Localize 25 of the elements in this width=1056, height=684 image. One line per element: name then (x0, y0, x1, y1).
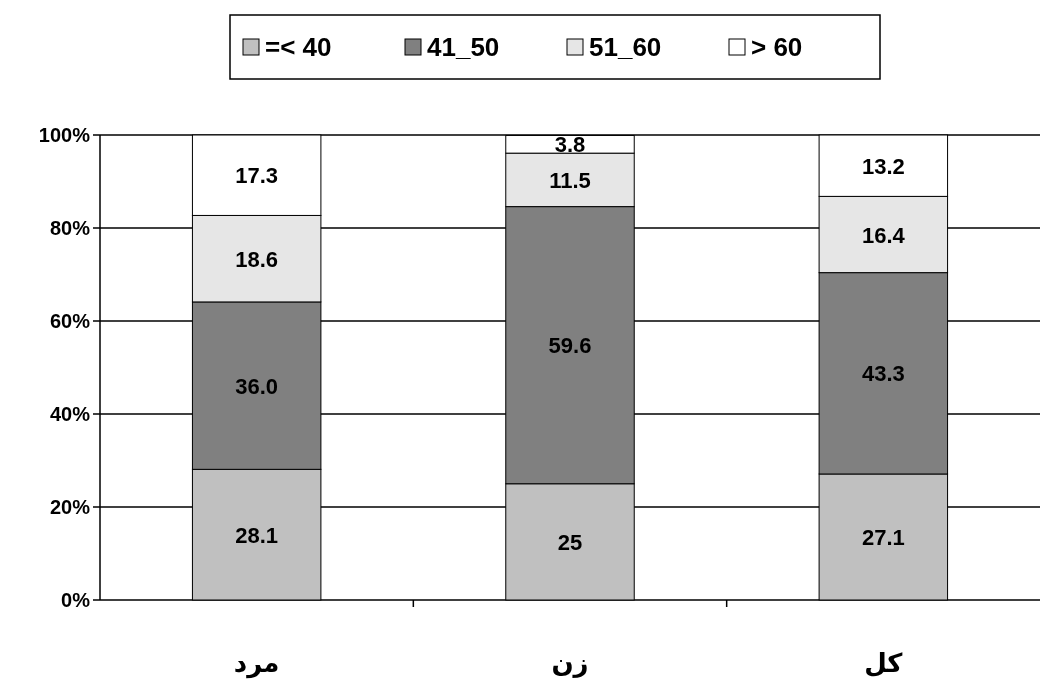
y-tick-label: 0% (61, 589, 91, 611)
legend-label: 51_60 (589, 32, 662, 62)
x-tick-label: کل (864, 648, 904, 678)
data-label: 16.4 (861, 222, 906, 248)
legend-label: > 60 (751, 32, 803, 62)
x-tick-label: زن (551, 648, 589, 678)
data-label: 18.6 (235, 246, 279, 272)
y-tick-label: 100% (38, 124, 91, 146)
legend-label: =< 40 (265, 32, 332, 62)
data-label: 11.5 (549, 167, 591, 193)
data-label: 59.6 (548, 333, 592, 359)
data-label: 13.2 (861, 153, 905, 179)
data-label: 25 (557, 529, 583, 555)
data-label: 28.1 (235, 522, 279, 548)
y-tick-label: 40% (49, 403, 91, 425)
y-tick-label: 80% (49, 217, 91, 239)
data-label: 43.3 (861, 361, 905, 387)
y-tick-label: 60% (49, 310, 91, 332)
legend-label: 41_50 (427, 32, 500, 62)
data-label: 17.3 (235, 163, 279, 189)
data-label: 27.1 (861, 524, 905, 550)
x-tick-label: مرد (233, 648, 280, 679)
y-tick-label: 20% (49, 496, 91, 518)
data-label: 36.0 (235, 373, 279, 399)
data-label: 3.8 (554, 132, 586, 158)
